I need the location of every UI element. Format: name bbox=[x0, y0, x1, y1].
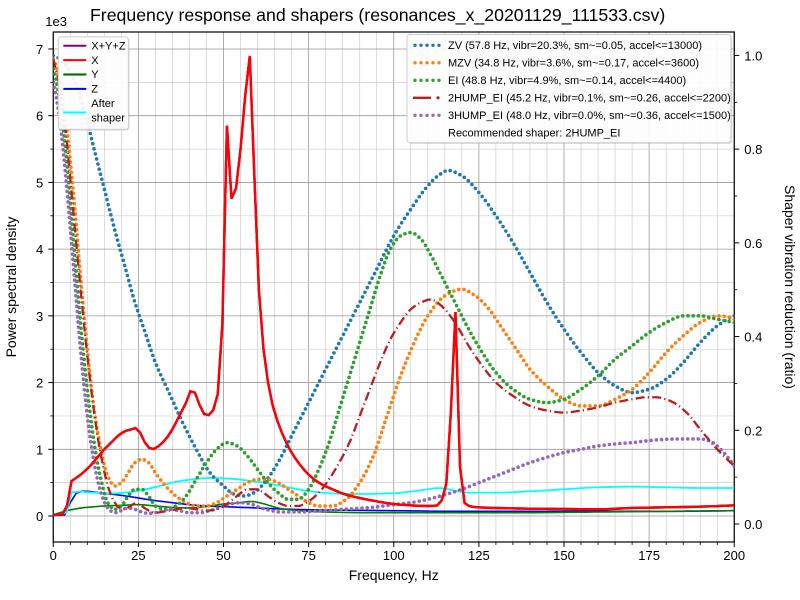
svg-text:25: 25 bbox=[131, 548, 145, 563]
svg-text:4: 4 bbox=[36, 242, 43, 257]
svg-text:1e3: 1e3 bbox=[45, 14, 67, 29]
svg-text:0: 0 bbox=[36, 509, 43, 524]
svg-text:0.8: 0.8 bbox=[744, 142, 762, 157]
svg-text:2: 2 bbox=[36, 376, 43, 391]
svg-text:50: 50 bbox=[216, 548, 230, 563]
svg-text:EI (48.8 Hz, vibr=4.9%, sm~=0.: EI (48.8 Hz, vibr=4.9%, sm~=0.14, accel<… bbox=[448, 75, 686, 87]
svg-text:7: 7 bbox=[36, 42, 43, 57]
svg-text:6: 6 bbox=[36, 109, 43, 124]
svg-text:1.0: 1.0 bbox=[744, 48, 762, 63]
svg-text:MZV (34.8 Hz, vibr=3.6%, sm~=0: MZV (34.8 Hz, vibr=3.6%, sm~=0.17, accel… bbox=[448, 58, 699, 70]
svg-text:ZV (57.8 Hz, vibr=20.3%, sm~=0: ZV (57.8 Hz, vibr=20.3%, sm~=0.05, accel… bbox=[448, 40, 702, 52]
svg-text:X: X bbox=[91, 55, 99, 67]
svg-text:2HUMP_EI (45.2 Hz, vibr=0.1%,: 2HUMP_EI (45.2 Hz, vibr=0.1%, sm~=0.26, … bbox=[448, 93, 731, 105]
svg-text:0.6: 0.6 bbox=[744, 236, 762, 251]
svg-text:0.0: 0.0 bbox=[744, 517, 762, 532]
svg-text:5: 5 bbox=[36, 175, 43, 190]
svg-text:3: 3 bbox=[36, 309, 43, 324]
svg-text:X+Y+Z: X+Y+Z bbox=[91, 40, 126, 52]
svg-text:0: 0 bbox=[50, 548, 57, 563]
svg-text:After: After bbox=[91, 98, 115, 110]
svg-text:125: 125 bbox=[468, 548, 490, 563]
svg-text:Frequency response and shapers: Frequency response and shapers (resonanc… bbox=[90, 5, 665, 26]
svg-text:150: 150 bbox=[553, 548, 575, 563]
svg-text:200: 200 bbox=[723, 548, 745, 563]
svg-text:0.2: 0.2 bbox=[744, 423, 762, 438]
svg-text:Power spectral density: Power spectral density bbox=[3, 217, 19, 358]
svg-text:3HUMP_EI (48.0 Hz, vibr=0.0%,: 3HUMP_EI (48.0 Hz, vibr=0.0%, sm~=0.36, … bbox=[448, 110, 731, 122]
svg-text:Frequency, Hz: Frequency, Hz bbox=[349, 567, 439, 583]
svg-text:75: 75 bbox=[301, 548, 315, 563]
svg-text:175: 175 bbox=[638, 548, 660, 563]
svg-text:shaper: shaper bbox=[91, 112, 125, 124]
svg-text:1: 1 bbox=[36, 442, 43, 457]
svg-text:Y: Y bbox=[91, 69, 99, 81]
svg-text:Z: Z bbox=[91, 84, 98, 96]
svg-text:Shaper vibration reduction (ra: Shaper vibration reduction (ratio) bbox=[782, 185, 798, 389]
svg-text:0.4: 0.4 bbox=[744, 330, 762, 345]
svg-text:100: 100 bbox=[383, 548, 405, 563]
svg-text:Recommended shaper: 2HUMP_EI: Recommended shaper: 2HUMP_EI bbox=[448, 128, 620, 140]
